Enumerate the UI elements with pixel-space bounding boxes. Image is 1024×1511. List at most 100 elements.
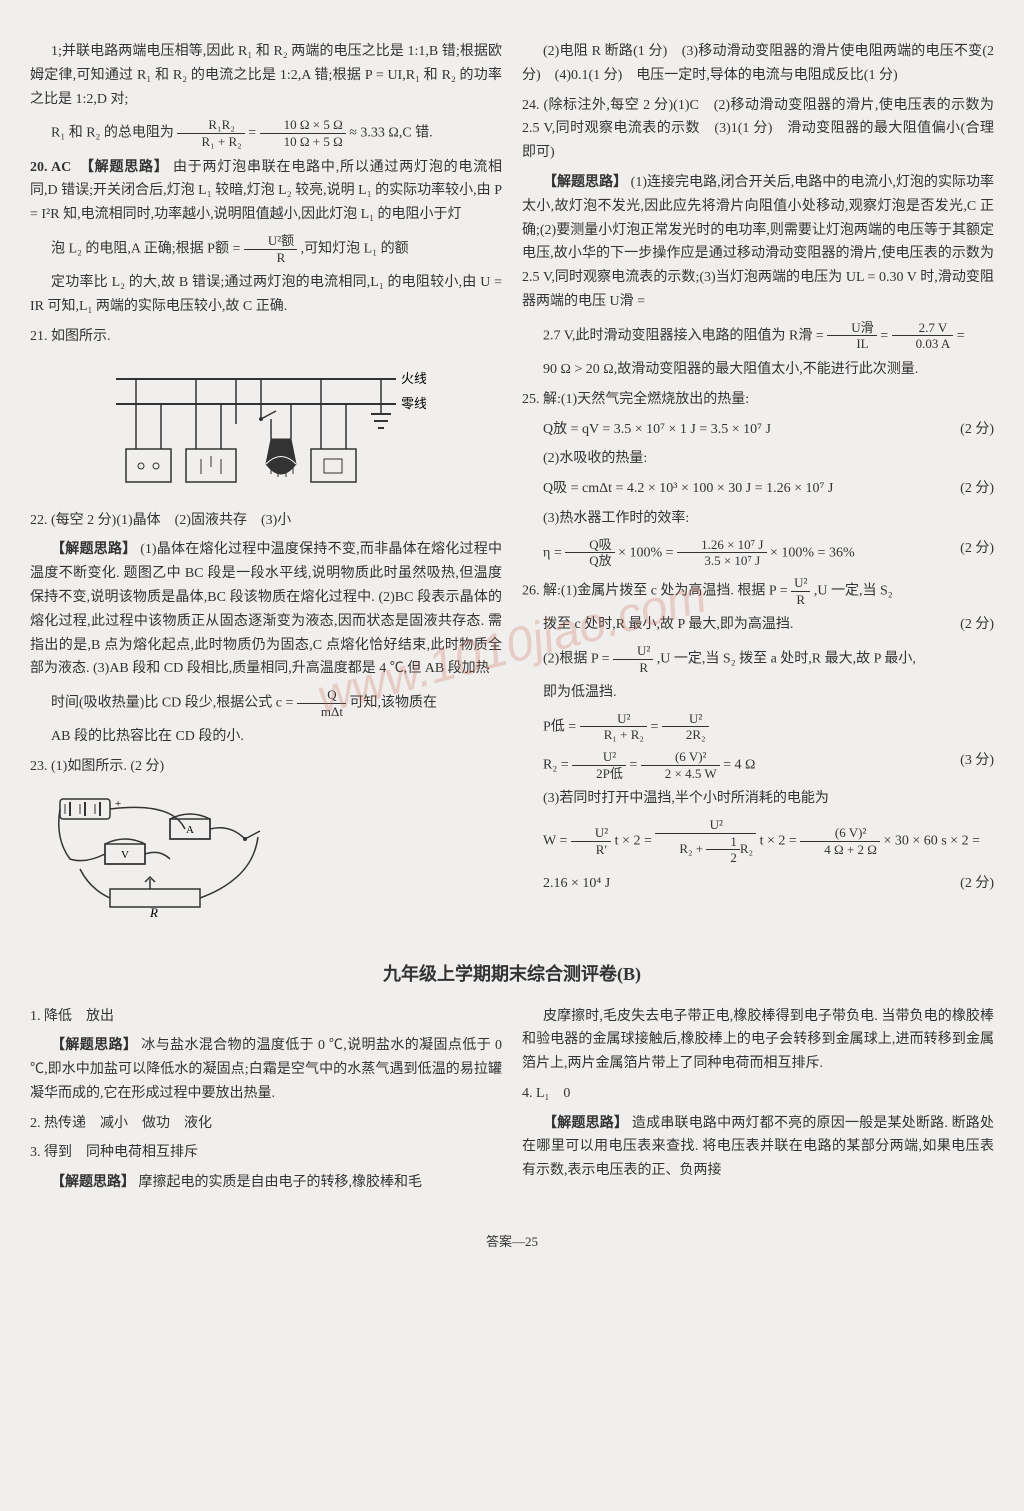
text: × 30 × 60 s × 2 = (883, 834, 980, 849)
text: 时间(吸收热量)比 CD 段少,根据公式 c = (51, 695, 297, 710)
text-line: R₁ 和 R₂ 的总电阻为 R₁R₂R₁ + R₂ = 10 Ω × 5 Ω10… (30, 117, 502, 149)
numerator: U² (791, 575, 810, 592)
text: = (629, 757, 640, 772)
numerator: U² (571, 825, 611, 842)
equation-line: η = Q吸Q放 × 100% = 1.26 × 10⁷ J3.5 × 10⁷ … (522, 537, 994, 569)
text-line: 90 Ω > 20 Ω,故滑动变阻器的最大阻值太小,不能进行此次测量. (522, 358, 994, 382)
text: ,U 一定,当 S₂ 拨至 a 处时,R 最大,故 P 最小, (657, 651, 916, 666)
equation-line: 2.16 × 10⁴ J (2 分) (522, 872, 994, 896)
equation-line: P低 = U²R₁ + R₂ = U²2R₂ (522, 711, 994, 743)
fraction: U²R₁ + R₂ (580, 711, 647, 743)
left-column: 1;并联电路两端电压相等,因此 R₁ 和 R₂ 两端的电压之比是 1:1,B 错… (30, 40, 502, 929)
text: 拨至 c 处时,R 最小,故 P 最大,即为高温挡. (543, 617, 793, 632)
score: (2 分) (939, 613, 994, 637)
denominator: 2R₂ (662, 727, 709, 743)
text: = (650, 719, 661, 734)
denominator: 2 × 4.5 W (641, 766, 720, 782)
denominator: R₁ + R₂ (580, 727, 647, 743)
denominator: IL (827, 336, 876, 352)
text: 可知,该物质在 (349, 695, 437, 710)
text: η = (543, 545, 565, 560)
lower-two-column: 1. 降低 放出 【解题思路】 冰与盐水混合物的温度低于 0 ℃,说明盐水的凝固… (30, 1005, 994, 1202)
numerator: (6 V)² (641, 749, 720, 766)
denominator: 4 Ω + 2 Ω (800, 842, 880, 858)
denominator: 3.5 × 10⁷ J (677, 553, 766, 569)
household-circuit-diagram: 火线 零线 (106, 359, 426, 499)
denominator: 2P低 (572, 766, 626, 782)
fraction: (6 V)²2 × 4.5 W (641, 749, 720, 781)
numerator: R₁R₂ (177, 117, 244, 134)
label: 【解题思路】 (543, 175, 627, 190)
text: × 100% = 36% (770, 545, 855, 560)
text-line: (3)热水器工作时的效率: (522, 507, 994, 531)
text: (1)晶体在熔化过程中温度保持不变,而非晶体在熔化过程中温度不断变化. 题图乙中… (30, 542, 502, 676)
equation-line: Q放 = qV = 3.5 × 10⁷ × 1 J = 3.5 × 10⁷ J … (522, 418, 994, 442)
numerator: U²额 (244, 233, 297, 250)
numerator: U² (580, 711, 647, 728)
zero-wire-label: 零线 (401, 396, 426, 411)
text: 2.7 V,此时滑动变阻器接入电路的阻值为 R滑 = (543, 328, 827, 343)
problem-3: 3. 得到 同种电荷相互排斥 (30, 1141, 502, 1165)
label: 20. AC 【解题思路】 (30, 160, 169, 175)
text: = (957, 328, 965, 343)
text: (1)连接完电路,闭合开关后,电路中的电流小,灯泡的实际功率太小,故灯泡不发光,… (522, 175, 994, 309)
svg-text:V: V (121, 849, 129, 861)
denominator: 2 (706, 850, 740, 866)
equation-line: Q吸 = cmΔt = 4.2 × 10³ × 100 × 30 J = 1.2… (522, 477, 994, 501)
text-line: (2)水吸收的热量: (522, 447, 994, 471)
numerator: Q吸 (565, 537, 614, 554)
problem-25: 25. 解:(1)天然气完全燃烧放出的热量: (522, 388, 994, 412)
problem-23: 23. (1)如图所示. (2 分) (30, 755, 502, 779)
text-line: 皮摩擦时,毛皮失去电子带正电,橡胶棒得到电子带负电. 当带负电的橡胶棒和验电器的… (522, 1005, 994, 1076)
numerator: 10 Ω × 5 Ω (260, 117, 346, 134)
right-column: (2)电阻 R 断路(1 分) (3)移动滑动变阻器的滑片使电阻两端的电压不变(… (522, 40, 994, 929)
denominator: R (244, 250, 297, 266)
fraction: U²2P低 (572, 749, 626, 781)
numerator: 2.7 V (892, 320, 954, 337)
label: 【解题思路】 (51, 1175, 135, 1190)
text: t × 2 = (615, 834, 656, 849)
numerator: U滑 (827, 320, 876, 337)
score: (2 分) (939, 477, 994, 501)
fraction: R₁R₂R₁ + R₂ (177, 117, 244, 149)
denominator: R₂ + 12R₂ (655, 834, 756, 866)
fraction: 2.7 V0.03 A (892, 320, 954, 352)
label: 【解题思路】 (51, 542, 136, 557)
text: R₂ (740, 841, 753, 856)
fraction: QmΔt (297, 687, 346, 719)
problem-26: 26. 解:(1)金属片拨至 c 处为高温挡. 根据 P = U²R ,U 一定… (522, 575, 994, 607)
text-line: 拨至 c 处时,R 最小,故 P 最大,即为高温挡. (2 分) (522, 613, 994, 637)
text: Q放 = qV = 3.5 × 10⁷ × 1 J = 3.5 × 10⁷ J (543, 422, 771, 437)
problem-4: 4. L₁ 0 (522, 1082, 994, 1106)
label: 【解题思路】 (543, 1116, 628, 1131)
explanation-24: 【解题思路】 (1)连接完电路,闭合开关后,电路中的电流小,灯泡的实际功率太小,… (522, 171, 994, 314)
text: 摩擦起电的实质是自由电子的转移,橡胶棒和毛 (139, 1175, 423, 1190)
explanation-3: 【解题思路】 摩擦起电的实质是自由电子的转移,橡胶棒和毛 (30, 1171, 502, 1195)
text-line: AB 段的比热容比在 CD 段的小. (30, 725, 502, 749)
text: ,U 一定,当 S₂ (814, 583, 893, 598)
numerator: Q (297, 687, 346, 704)
denominator: 10 Ω + 5 Ω (260, 134, 346, 150)
denominator: R′ (571, 842, 611, 858)
text-line: 定功率比 L₂ 的大,故 B 错误;通过两灯泡的电流相同,L₁ 的电阻较小,由 … (30, 271, 502, 319)
text: Q吸 = cmΔt = 4.2 × 10³ × 100 × 30 J = 1.2… (543, 481, 833, 496)
problem-2: 2. 热传递 减小 做功 液化 (30, 1112, 502, 1136)
score: (2 分) (939, 418, 994, 442)
text: = (248, 126, 259, 141)
problem-1: 1. 降低 放出 (30, 1005, 502, 1029)
nested-fraction: 12 (706, 834, 740, 866)
fraction: (6 V)²4 Ω + 2 Ω (800, 825, 880, 857)
score: (2 分) (939, 872, 994, 896)
fraction: 10 Ω × 5 Ω10 Ω + 5 Ω (260, 117, 346, 149)
numerator: 1 (706, 834, 740, 851)
problem-20: 20. AC 【解题思路】 由于两灯泡串联在电路中,所以通过两灯泡的电流相同,D… (30, 156, 502, 227)
fraction: 1.26 × 10⁷ J3.5 × 10⁷ J (677, 537, 766, 569)
explanation-22: 【解题思路】 (1)晶体在熔化过程中温度保持不变,而非晶体在熔化过程中温度不断变… (30, 538, 502, 681)
explanation-4: 【解题思路】 造成串联电路中两灯都不亮的原因一般是某处断路. 断路处在哪里可以用… (522, 1112, 994, 1183)
text-line: 2.7 V,此时滑动变阻器接入电路的阻值为 R滑 = U滑IL = 2.7 V0… (522, 320, 994, 352)
text: W = (543, 834, 571, 849)
text-line: 时间(吸收热量)比 CD 段少,根据公式 c = QmΔt 可知,该物质在 (30, 687, 502, 719)
text: t × 2 = (760, 834, 801, 849)
text-line: 即为低温挡. (522, 681, 994, 705)
numerator: U² (613, 643, 653, 660)
